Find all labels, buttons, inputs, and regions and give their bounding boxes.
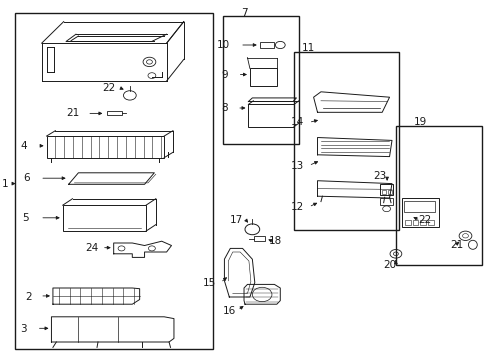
Text: 12: 12 bbox=[291, 202, 304, 212]
Bar bbox=[413, 220, 418, 225]
Bar bbox=[47, 136, 164, 158]
Bar bbox=[420, 220, 426, 225]
Bar bbox=[250, 68, 277, 86]
Text: 23: 23 bbox=[373, 171, 387, 181]
Bar bbox=[15, 13, 213, 349]
Bar bbox=[294, 52, 399, 230]
Text: 7: 7 bbox=[241, 8, 247, 18]
Text: 9: 9 bbox=[221, 69, 228, 80]
Text: 4: 4 bbox=[20, 141, 27, 151]
Text: 2: 2 bbox=[25, 292, 32, 302]
Text: 13: 13 bbox=[291, 161, 304, 171]
Text: 6: 6 bbox=[24, 173, 30, 183]
Bar bbox=[402, 198, 439, 227]
Text: 5: 5 bbox=[23, 213, 29, 223]
Bar bbox=[380, 198, 393, 205]
Text: 21: 21 bbox=[66, 108, 79, 118]
Text: 10: 10 bbox=[217, 40, 229, 50]
Text: 8: 8 bbox=[221, 103, 228, 113]
Bar bbox=[428, 220, 434, 225]
Bar bbox=[248, 104, 294, 127]
Text: 24: 24 bbox=[85, 243, 99, 253]
Text: 18: 18 bbox=[269, 236, 283, 246]
Bar bbox=[260, 42, 274, 48]
Text: 21: 21 bbox=[450, 240, 464, 250]
Bar bbox=[223, 16, 299, 144]
Text: 11: 11 bbox=[302, 42, 316, 53]
Bar bbox=[63, 205, 146, 231]
Bar bbox=[107, 111, 122, 115]
Text: 17: 17 bbox=[229, 215, 243, 225]
Text: 1: 1 bbox=[1, 179, 8, 189]
Text: 22: 22 bbox=[102, 83, 116, 93]
Bar bbox=[404, 201, 435, 212]
Bar bbox=[388, 190, 392, 194]
Text: 20: 20 bbox=[383, 260, 396, 270]
Bar bbox=[254, 236, 265, 241]
Bar bbox=[382, 190, 386, 194]
Bar bbox=[396, 126, 482, 265]
Text: 14: 14 bbox=[291, 117, 304, 127]
Text: 15: 15 bbox=[203, 278, 217, 288]
Text: 16: 16 bbox=[222, 306, 236, 316]
Bar bbox=[405, 220, 411, 225]
Bar bbox=[380, 184, 393, 195]
Text: 22: 22 bbox=[418, 215, 432, 225]
Text: 3: 3 bbox=[20, 324, 27, 334]
Text: 19: 19 bbox=[414, 117, 427, 127]
